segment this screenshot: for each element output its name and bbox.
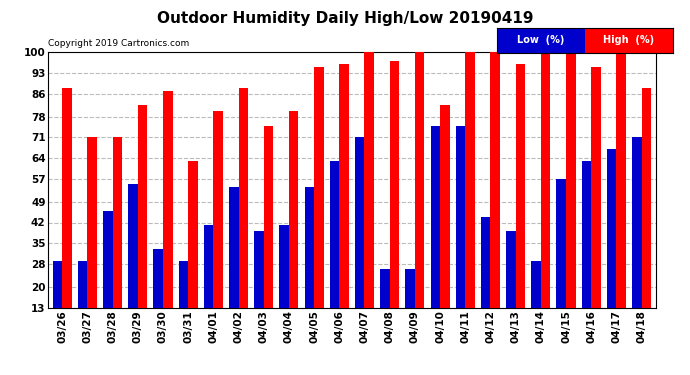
Text: High  (%): High (%)	[603, 35, 654, 45]
Bar	[188, 161, 198, 346]
Bar	[289, 111, 299, 346]
Bar	[62, 88, 72, 346]
Bar	[632, 138, 642, 346]
Bar	[380, 269, 390, 346]
Bar	[153, 249, 163, 346]
Bar	[163, 91, 172, 346]
Bar	[556, 178, 566, 346]
Bar	[229, 188, 239, 346]
Bar	[128, 184, 138, 346]
Bar	[585, 28, 673, 53]
Bar	[78, 261, 88, 346]
Bar	[304, 188, 314, 346]
Bar	[431, 126, 440, 346]
Bar	[138, 105, 148, 346]
Bar	[582, 161, 591, 346]
Bar	[455, 126, 465, 346]
Bar	[204, 225, 213, 346]
Bar	[591, 67, 601, 346]
Bar	[491, 53, 500, 346]
Bar	[405, 269, 415, 346]
Bar	[566, 53, 575, 346]
Bar	[607, 149, 616, 346]
Bar	[179, 261, 188, 346]
Text: Outdoor Humidity Daily High/Low 20190419: Outdoor Humidity Daily High/Low 20190419	[157, 11, 533, 26]
Bar	[481, 217, 491, 346]
Bar	[541, 53, 551, 346]
Bar	[355, 138, 364, 346]
Bar	[339, 64, 349, 346]
Bar	[515, 64, 525, 346]
Bar	[497, 28, 585, 53]
Bar	[440, 105, 450, 346]
Bar	[390, 61, 400, 346]
Bar	[415, 53, 424, 346]
Bar	[254, 231, 264, 346]
Bar	[213, 111, 223, 346]
Bar	[103, 211, 112, 346]
Bar	[88, 138, 97, 346]
Bar	[314, 67, 324, 346]
Bar	[616, 53, 626, 346]
Bar	[239, 88, 248, 346]
Bar	[264, 126, 273, 346]
Bar	[112, 138, 122, 346]
Bar	[531, 261, 541, 346]
Text: Copyright 2019 Cartronics.com: Copyright 2019 Cartronics.com	[48, 39, 190, 48]
Bar	[279, 225, 289, 346]
Text: Low  (%): Low (%)	[517, 35, 564, 45]
Bar	[506, 231, 515, 346]
Bar	[364, 53, 374, 346]
Bar	[465, 53, 475, 346]
Bar	[52, 261, 62, 346]
Bar	[330, 161, 339, 346]
Bar	[642, 88, 651, 346]
